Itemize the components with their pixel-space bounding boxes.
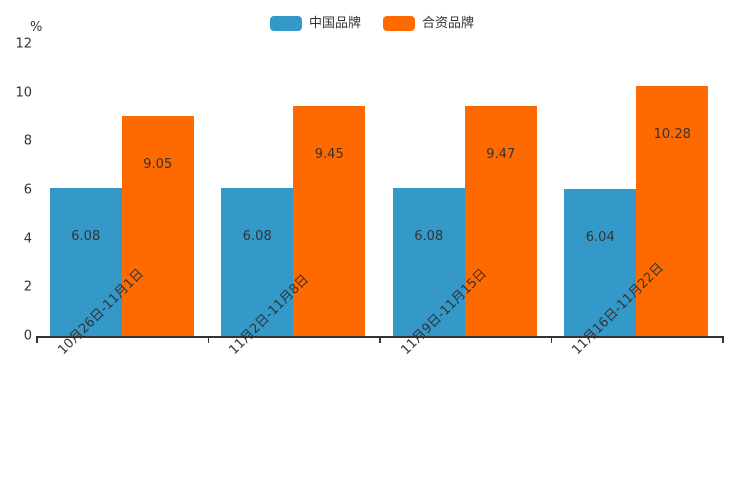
y-tick-label: 10 [15, 85, 32, 101]
x-axis-tick [550, 336, 552, 343]
bar-series-0[interactable]: 6.04 [564, 189, 637, 336]
x-label-cell: 11月9日-11月15日 [379, 266, 551, 476]
x-label-cell: 11月16日-11月22日 [551, 260, 723, 476]
bar-series-1[interactable]: 9.47 [464, 105, 537, 336]
bar-group: 6.08 9.05 [36, 44, 208, 336]
bar-series-0[interactable]: 6.08 [392, 188, 465, 336]
plot-area: 6.08 9.05 6.08 9.45 6.08 9.47 6.04 10.28 [36, 44, 722, 336]
legend-item-series-0[interactable]: 中国品牌 [269, 15, 361, 31]
legend-item-series-1[interactable]: 合资品牌 [383, 15, 475, 31]
x-axis-tick [36, 336, 38, 343]
x-axis-tick [379, 336, 381, 343]
y-tick-label: 12 [15, 36, 32, 52]
y-axis-tick-labels: 12 10 8 6 4 2 0 [0, 38, 32, 343]
bar-group: 6.08 9.47 [379, 44, 551, 336]
x-axis-category-labels: 10月26日-11月1日 11月2日-11月8日 11月9日-11月15日 11月16… [36, 260, 723, 476]
x-axis-tick [207, 336, 209, 343]
bar-value-label: 6.04 [585, 230, 615, 246]
legend-swatch-icon-series-0 [269, 15, 302, 31]
y-axis-unit-label: % [30, 20, 43, 35]
x-axis-tick [722, 336, 724, 343]
bar-series-1[interactable]: 10.28 [636, 85, 709, 336]
y-tick-label: 2 [23, 279, 32, 295]
bar-group: 6.04 10.28 [551, 44, 723, 336]
bar-value-label: 9.47 [486, 146, 516, 162]
legend-swatch-icon-series-1 [383, 15, 415, 31]
bar-value-label: 9.45 [314, 147, 344, 163]
chart-legend: 中国品牌 合资品牌 [0, 12, 744, 34]
bar-value-label: 9.05 [143, 156, 173, 172]
bar-series-0[interactable]: 6.08 [221, 188, 294, 336]
legend-label-series-0: 中国品牌 [308, 15, 361, 31]
bar-value-label: 6.08 [414, 229, 444, 245]
bar-value-label: 6.08 [71, 229, 101, 245]
bar-value-label: 6.08 [242, 229, 272, 245]
bar-series-1[interactable]: 9.45 [293, 106, 366, 336]
y-tick-label: 6 [23, 182, 32, 198]
x-label-cell: 11月2日-11月8日 [208, 272, 380, 476]
y-tick-label: 8 [23, 133, 32, 149]
y-tick-label: 4 [23, 231, 32, 247]
y-tick-label: 0 [23, 328, 32, 344]
bar-series-1[interactable]: 9.05 [121, 115, 194, 336]
bar-group: 6.08 9.45 [208, 44, 380, 336]
legend-label-series-1: 合资品牌 [422, 15, 475, 31]
bar-series-0[interactable]: 6.08 [49, 188, 122, 336]
bar-value-label: 10.28 [653, 126, 691, 142]
x-label-cell: 10月26日-11月1日 [36, 266, 208, 476]
